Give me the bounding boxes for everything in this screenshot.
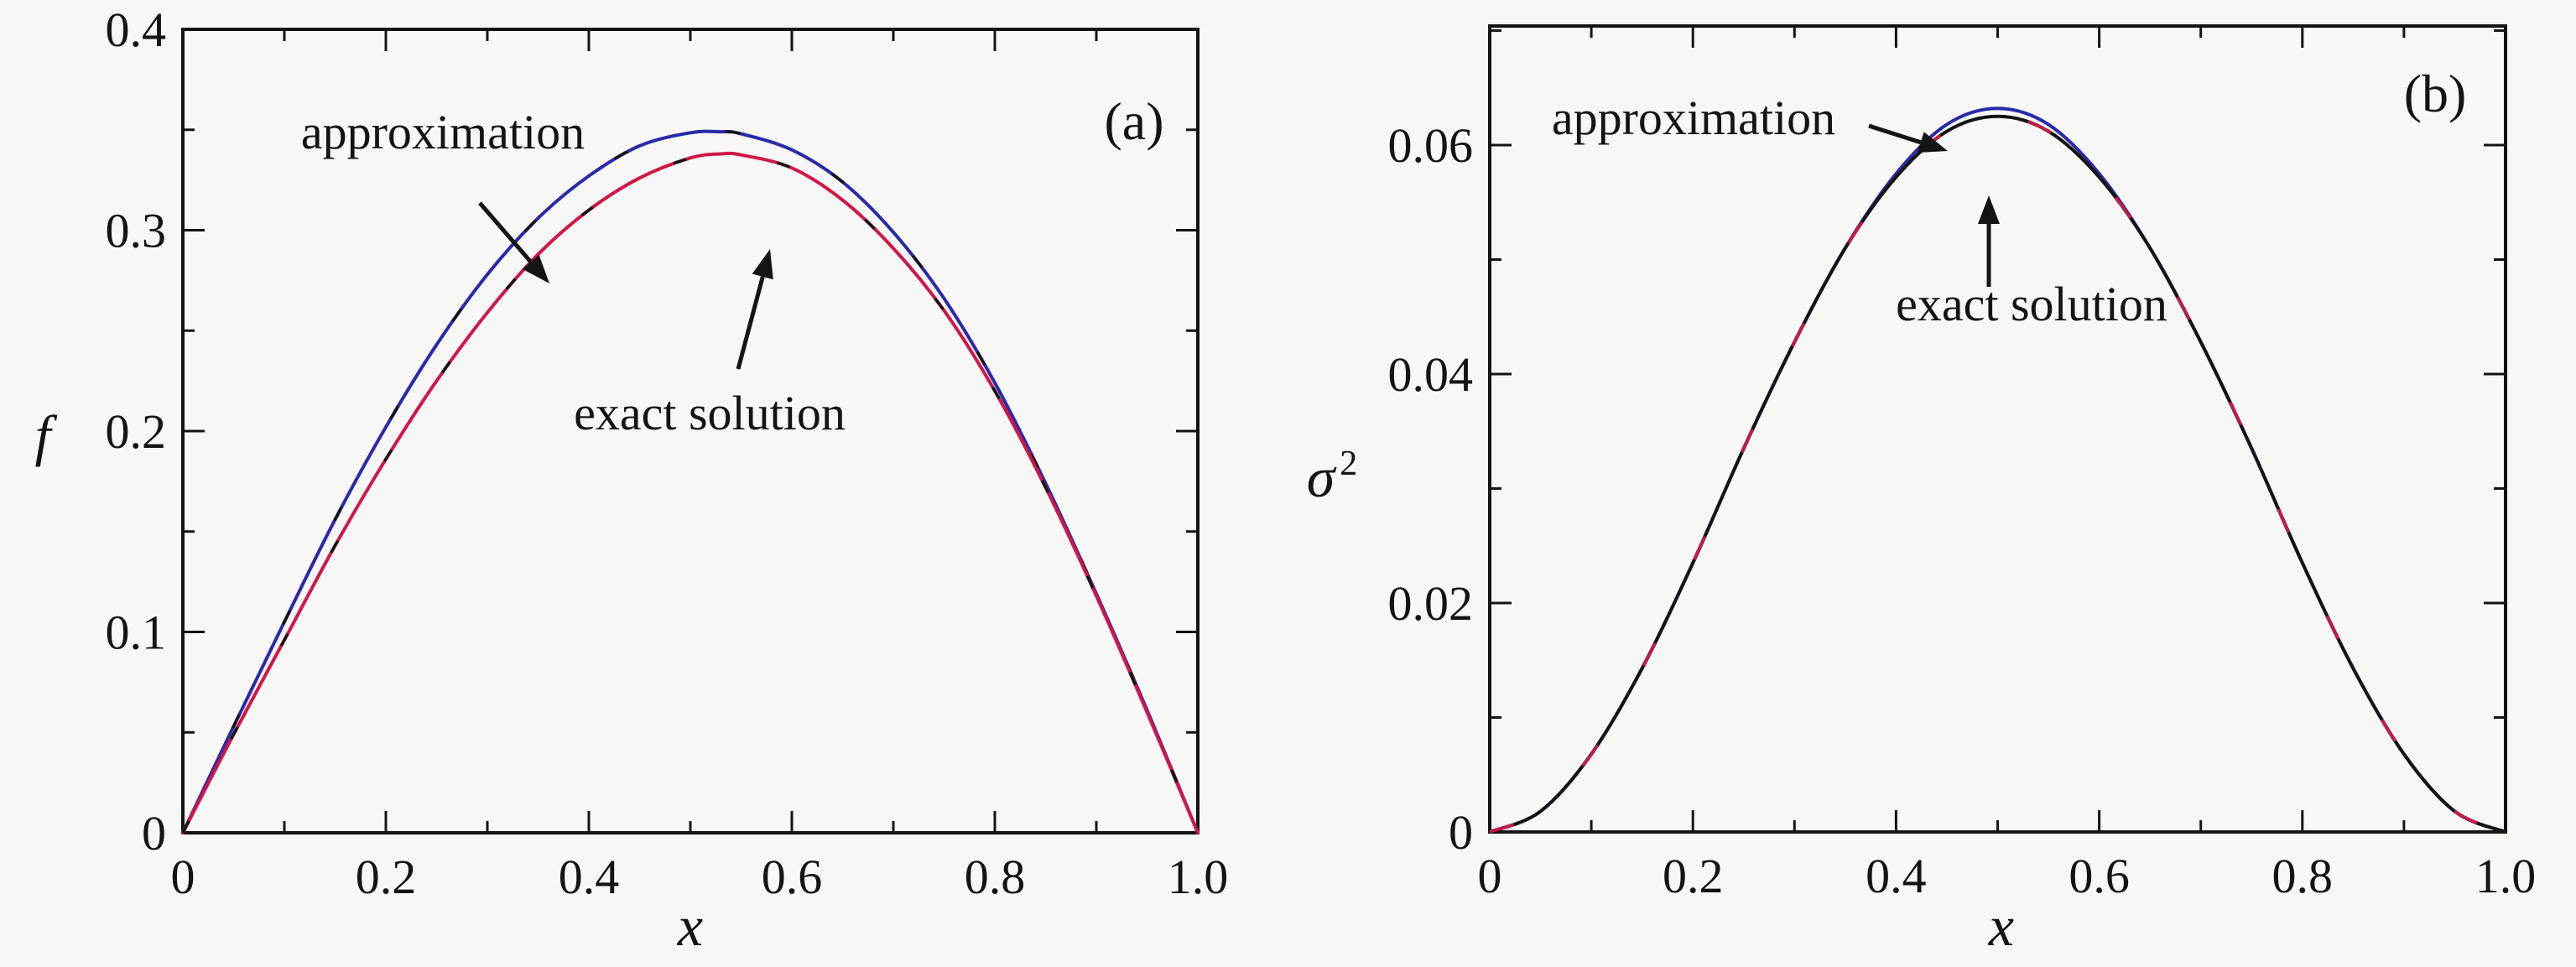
annotation-arrow-shaft — [1868, 123, 1922, 145]
x-axis-label: x — [677, 894, 703, 958]
annotation-arrow-shaft — [736, 276, 765, 370]
y-tick-label: 0.3 — [106, 204, 167, 258]
annotation-text: approximation — [301, 105, 585, 159]
x-axis-label: x — [1988, 894, 2014, 958]
x-tick-label: 0 — [171, 850, 195, 904]
curve-fleck-overlay — [1489, 115, 2506, 834]
annotation-text: approximation — [1552, 91, 1835, 145]
x-tick-label: 0.2 — [1663, 849, 1724, 903]
annotation-approximation-label: approximation — [1552, 91, 1948, 153]
annotation-arrowhead — [752, 249, 773, 280]
x-tick-label: 0.4 — [559, 850, 620, 904]
axis-ticks — [1488, 26, 2507, 834]
x-tick-label: 0.4 — [1866, 849, 1927, 903]
annotation-text: exact solution — [574, 386, 846, 440]
annotation-text: exact solution — [1896, 277, 2167, 331]
plot-box — [1488, 24, 2507, 834]
x-tick-label: 1.0 — [1168, 850, 1229, 904]
curve-fleck-overlay — [181, 152, 1200, 834]
annotation-arrowhead — [522, 254, 549, 283]
annotation-exact-solution-label: exact solution — [1896, 195, 2167, 331]
annotation-approximation-label: approximation — [301, 105, 585, 283]
annotation-arrow-shaft — [478, 201, 533, 263]
y-tick-label: 0.4 — [106, 3, 167, 57]
x-tick-label: 0.8 — [2272, 849, 2334, 903]
curve-fleck-overlay — [181, 129, 1200, 834]
panel-tag: (a) — [1104, 91, 1163, 151]
y-tick-label: 0.1 — [106, 606, 167, 660]
annotation-arrowhead — [1978, 195, 2000, 224]
y-tick-label: 0 — [1449, 805, 1473, 860]
x-tick-label: 0.6 — [762, 850, 823, 904]
x-tick-label: 0.6 — [2069, 849, 2130, 903]
y-tick-label: 0.06 — [1388, 118, 1474, 173]
x-tick-label: 1.0 — [2475, 849, 2537, 903]
y-tick-label: 0 — [142, 806, 166, 860]
x-tick-label: 0 — [1478, 849, 1502, 903]
panel-tag: (b) — [2404, 64, 2467, 123]
annotation-exact-solution-label: exact solution — [574, 249, 846, 440]
y-tick-label: 0.02 — [1388, 576, 1474, 631]
x-tick-label: 0.2 — [356, 850, 417, 904]
y-tick-label: 0.2 — [106, 404, 167, 459]
y-axis-label: f — [35, 403, 58, 467]
curve-approximation — [1488, 107, 2507, 834]
sigma-exponent: 2 — [1340, 445, 1357, 483]
sigma-symbol: σ — [1307, 445, 1337, 509]
curve-approximation — [181, 129, 1200, 834]
panel-b: 0 0.2 0.4 0.6 0.8 1.0 0.06 0.04 0.02 0 x σ 2 (b) appro… — [1307, 24, 2537, 958]
y-tick-label: 0.04 — [1388, 347, 1474, 402]
panel-a: 0 0.2 0.4 0.6 0.8 1.0 0.4 0.3 0.2 0.1 0 x f (a) approx… — [35, 3, 1229, 958]
curve-exact-solution — [181, 151, 1200, 834]
axis-ticks — [181, 28, 1200, 834]
x-tick-label: 0.8 — [965, 850, 1026, 904]
annotation-arrowhead — [1917, 132, 1948, 153]
